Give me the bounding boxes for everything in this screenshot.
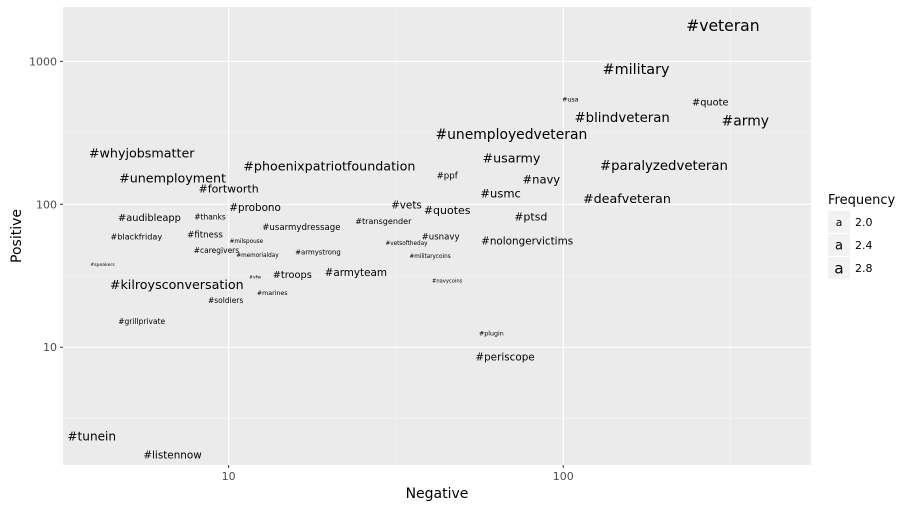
word-point: #usa	[562, 97, 579, 104]
word-point: #milspouse	[230, 239, 264, 245]
word-point: #blindveteran	[575, 111, 670, 126]
word-point: #navy	[523, 172, 561, 186]
word-point: #veteran	[686, 17, 759, 35]
word-point: #usarmydressage	[262, 223, 340, 233]
x-tick-label: 100	[553, 470, 574, 483]
word-point: #probono	[229, 202, 281, 214]
word-point: #periscope	[475, 351, 534, 363]
legend-keys: a 2.0 a 2.4 a 2.8	[828, 211, 873, 279]
word-point: #militarycoins	[409, 254, 450, 260]
legend-key-symbol: a	[836, 216, 843, 229]
word-point: #listennow	[143, 449, 202, 461]
word-point: #ptsd	[514, 210, 547, 223]
word-point: #nolongervictims	[481, 235, 573, 247]
word-point: #vets	[391, 200, 422, 212]
word-point: #usarmy	[482, 151, 540, 166]
word-point: #troops	[273, 270, 312, 281]
word-point: #army	[722, 113, 769, 129]
y-tick-label: 100	[36, 198, 57, 211]
word-point: #unemployedveteran	[435, 127, 587, 143]
y-axis-ticks: 10 100 1000	[29, 55, 63, 354]
legend: Frequency a 2.0 a 2.4 a 2.8	[828, 193, 895, 279]
word-point: #military	[603, 62, 670, 78]
word-point: #soldiers	[208, 296, 243, 305]
word-point: #tunein	[67, 430, 116, 444]
word-point: #vfw	[249, 274, 261, 280]
legend-key-box	[828, 234, 850, 256]
word-point: #armystrong	[295, 248, 340, 256]
major-grid	[63, 7, 811, 465]
word-point: #ppf	[437, 171, 459, 181]
word-point: #memorialday	[236, 253, 279, 259]
legend-key-box	[828, 257, 850, 279]
word-point: #transgender	[355, 216, 412, 226]
legend-key-symbol: a	[835, 239, 843, 254]
word-point: #usmc	[480, 187, 520, 201]
word-point: #armyteam	[325, 267, 387, 279]
y-axis-title: Positive	[9, 209, 25, 263]
legend-title: Frequency	[828, 193, 895, 208]
word-point: #blackfriday	[111, 232, 163, 242]
word-point: #phoenixpatriotfoundation	[243, 159, 415, 174]
word-point: #grillprivate	[118, 317, 165, 326]
word-point: #deafveteran	[583, 191, 671, 206]
word-point: #audibleapp	[118, 213, 181, 224]
word-point: #kilroysconversation	[110, 277, 244, 292]
word-point: #fortworth	[198, 182, 258, 195]
word-point: #vetsoftheday	[385, 241, 428, 247]
points-layer: #veteran #military #usa #quote #blindveteran…	[67, 17, 769, 461]
word-point: #whyjobsmatter	[89, 145, 195, 160]
word-point: #thanks	[194, 212, 226, 221]
word-point: #paralyzedveteran	[600, 159, 728, 174]
word-point: #quote	[692, 98, 729, 109]
legend-key-box	[828, 211, 850, 233]
legend-label: 2.0	[855, 216, 873, 229]
word-point: #marines	[257, 290, 288, 297]
y-tick-label: 1000	[29, 55, 57, 68]
word-point: #usnavy	[422, 233, 460, 243]
x-axis-ticks: 10 100	[222, 465, 574, 483]
minor-grid	[63, 7, 811, 465]
legend-key-symbol: a	[834, 260, 843, 278]
word-point: #fitness	[187, 230, 223, 240]
legend-label: 2.8	[855, 262, 873, 275]
word-point: #quotes	[424, 204, 471, 217]
word-point: #speakers	[90, 262, 115, 268]
x-tick-label: 10	[222, 470, 236, 483]
word-point: #plugin	[479, 330, 504, 337]
y-tick-label: 10	[43, 341, 57, 354]
word-point: #caregivers	[194, 246, 240, 255]
panel-background	[63, 7, 811, 465]
legend-label: 2.4	[855, 239, 873, 252]
word-point: #unemployment	[119, 171, 226, 186]
x-axis-title: Negative	[406, 486, 469, 502]
word-point: #navycoins	[432, 279, 463, 285]
